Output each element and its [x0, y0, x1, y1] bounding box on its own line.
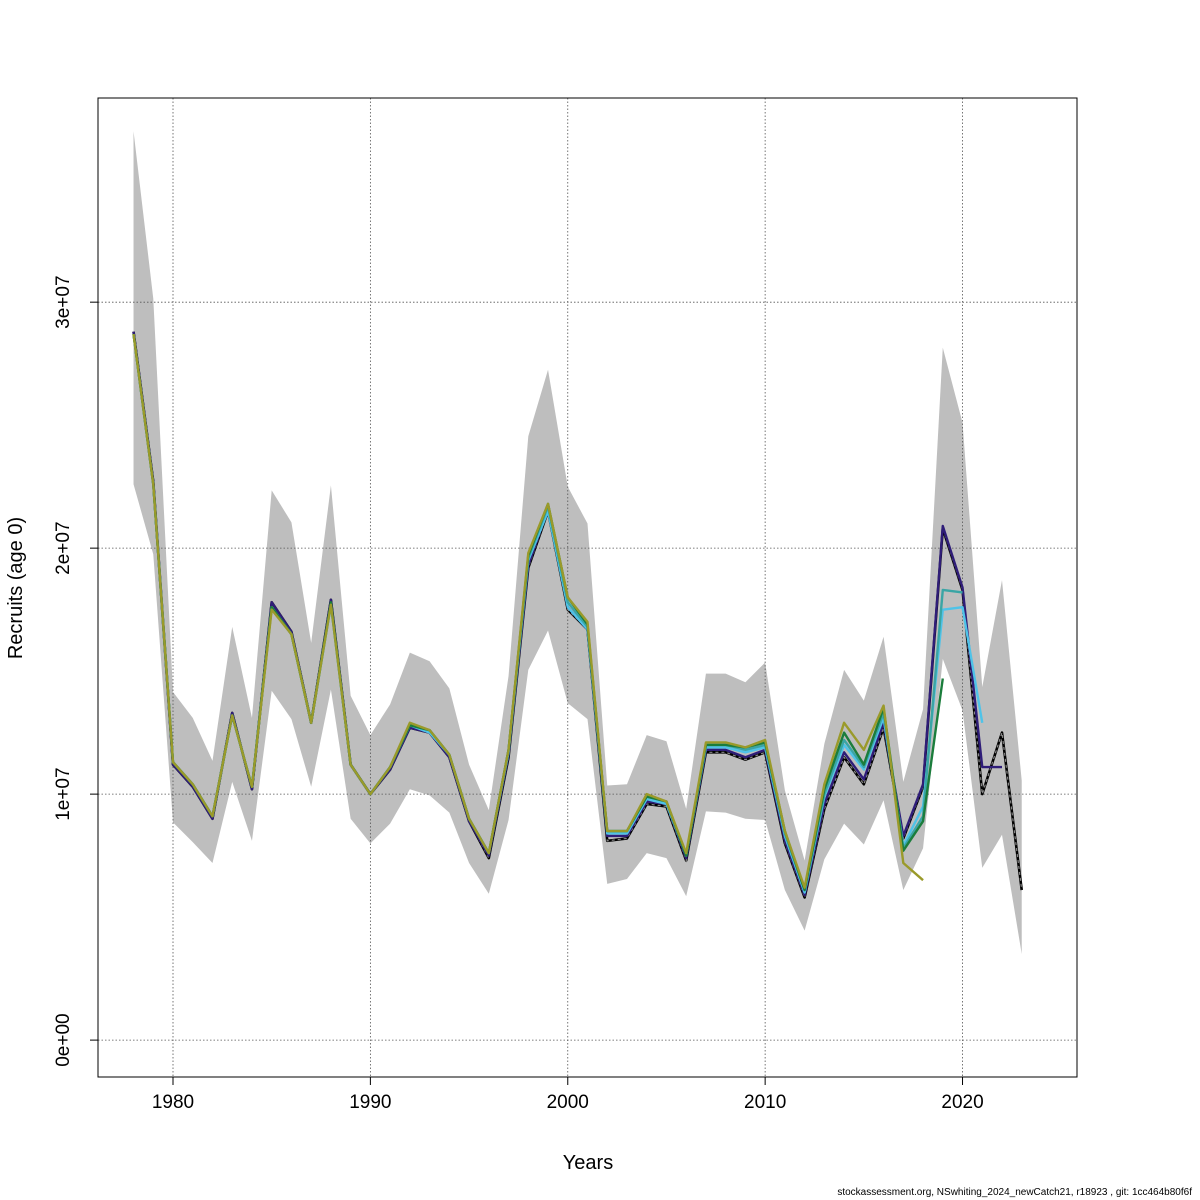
x-tick-label: 2000 [547, 1092, 589, 1113]
x-tick-label: 2020 [941, 1092, 983, 1113]
confidence-band-layer [133, 131, 1022, 955]
y-axis-title: Recruits (age 0) [5, 517, 27, 659]
x-tick-label: 2010 [744, 1092, 786, 1113]
footer-note: stockassessment.org, NSwhiting_2024_newC… [837, 1187, 1192, 1198]
x-axis-title: Years [563, 1152, 613, 1174]
grid-layer [98, 98, 1077, 1077]
y-tick-label: 3e+07 [53, 275, 74, 328]
y-tick-label: 2e+07 [53, 521, 74, 574]
axis-layer: 1980 1990 2000 2010 2020 0e+00 1e+07 2e+07 3e+07 [53, 275, 984, 1113]
series-line-6 [132, 333, 924, 889]
y-tick-label: 1e+07 [53, 767, 74, 820]
x-tick-label: 1980 [152, 1092, 194, 1113]
series-layer [132, 331, 1024, 900]
confidence-band [133, 131, 1022, 955]
plot-frame [97, 97, 1078, 1078]
x-tick-label: 1990 [349, 1092, 391, 1113]
y-tick-label: 0e+00 [53, 1013, 74, 1066]
